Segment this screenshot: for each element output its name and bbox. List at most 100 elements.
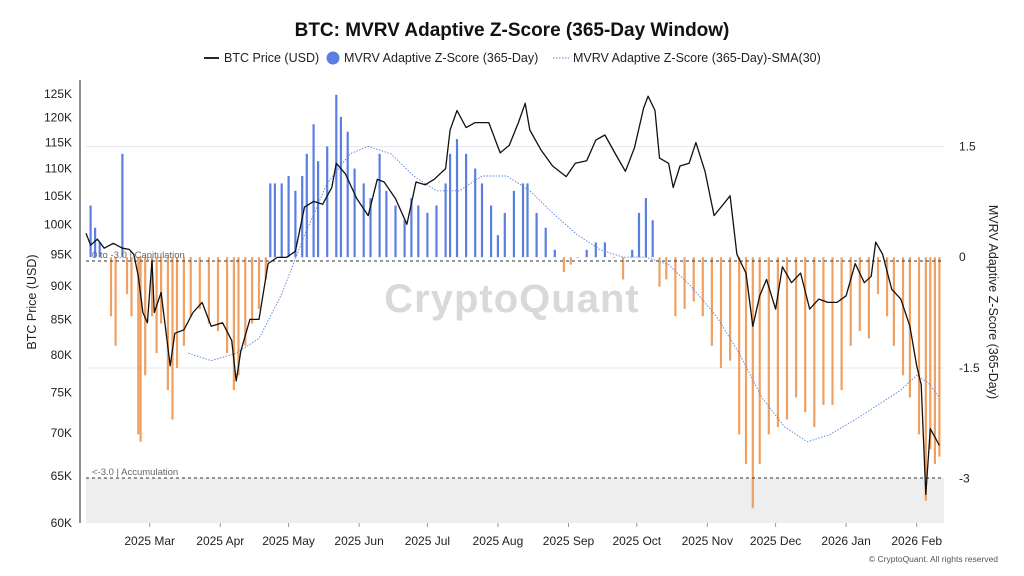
legend-price-label[interactable]: BTC Price (USD): [224, 51, 319, 65]
zscore-bar: [98, 242, 101, 258]
zscore-bar: [933, 257, 936, 464]
zscore-bar: [362, 183, 365, 258]
zscore-bar: [369, 198, 372, 258]
legend-sma-label[interactable]: MVRV Adaptive Z-Score (365-Day)-SMA(30): [573, 51, 821, 65]
zscore-bar: [435, 205, 438, 258]
zscore-bar: [385, 190, 388, 258]
zscore-bar: [189, 257, 192, 317]
left-tick-label: 80K: [51, 348, 72, 362]
zscore-bar: [751, 257, 754, 509]
zscore-bar: [901, 257, 905, 376]
zscore-bar: [849, 257, 852, 346]
zscore-bar: [569, 257, 572, 265]
left-tick-label: 85K: [51, 312, 72, 326]
zscore-bar: [455, 139, 459, 258]
zscore-bar: [701, 257, 704, 317]
capitulation-label: 0 to -3.0 | Capitulation: [92, 250, 185, 261]
zscore-bar: [287, 176, 290, 258]
accumulation-zone: [86, 478, 944, 523]
x-tick-label: 2026 Jan: [821, 534, 870, 548]
price-line: [85, 95, 940, 496]
zscore-bar: [776, 257, 779, 427]
zscore-bar: [121, 153, 124, 258]
x-axis-ticks: 2025 Mar 2025 Apr 2025 May 2025 Jun 2025 Jul…: [124, 523, 942, 548]
zscore-bar: [692, 257, 695, 302]
chart-title: BTC: MVRV Adaptive Z-Score (365-Day Wind…: [295, 20, 730, 41]
zscore-bar: [562, 257, 565, 272]
zscore-bar: [917, 257, 921, 435]
zscore-bar: [166, 257, 169, 391]
left-tick-label: 75K: [51, 386, 72, 400]
zscore-bar: [312, 124, 315, 258]
left-tick-label: 100K: [44, 217, 72, 231]
zscore-bar: [474, 168, 477, 258]
zscore-bar: [521, 183, 525, 258]
left-tick-label: 120K: [44, 111, 72, 125]
zscore-bar: [403, 220, 406, 258]
right-tick-label: -3: [959, 472, 970, 486]
zscore-bar: [139, 257, 142, 442]
zscore-bar: [339, 116, 342, 258]
zscore-bar: [294, 190, 297, 258]
zscore-bar: [226, 257, 229, 354]
zscore-bar: [631, 249, 634, 258]
zscore-bar: [804, 257, 807, 413]
zscore-bar: [94, 227, 97, 258]
zscore-bar: [858, 257, 861, 331]
zscore-bar: [738, 257, 741, 435]
zscore-bar: [767, 257, 770, 435]
x-tick-label: 2025 Mar: [124, 534, 175, 548]
zscore-bar: [378, 153, 381, 258]
zscore-bar: [335, 94, 338, 258]
zscore-bar: [353, 168, 356, 258]
x-tick-label: 2025 Aug: [473, 534, 524, 548]
zscore-bar: [257, 257, 261, 309]
zscore-bar: [109, 257, 113, 317]
x-tick-label: 2025 Nov: [682, 534, 733, 548]
zscore-bar: [503, 212, 506, 258]
zscore-bar: [207, 257, 210, 324]
zscore-bar: [535, 212, 538, 258]
sma-line: [188, 145, 940, 443]
zscore-bar: [346, 131, 349, 258]
right-tick-label: -1.5: [959, 361, 980, 375]
zscore-bar: [637, 212, 641, 258]
left-tick-label: 60K: [51, 516, 72, 530]
grid-lines: [86, 145, 944, 369]
zscore-bar: [269, 183, 272, 258]
left-tick-label: 70K: [51, 426, 72, 440]
zscore-bar: [496, 235, 499, 258]
zscore-bar: [822, 257, 825, 405]
legend-zscore-swatch: [326, 51, 340, 65]
zscore-bar: [125, 257, 129, 295]
zscore-bar: [924, 257, 927, 501]
legend-zscore-label[interactable]: MVRV Adaptive Z-Score (365-Day): [344, 51, 538, 65]
zscore-bar: [603, 242, 606, 258]
legend[interactable]: BTC Price (USD) MVRV Adaptive Z-Score (3…: [204, 51, 821, 65]
zscore-bar: [612, 257, 616, 258]
zscore-bar: [280, 183, 283, 258]
zscore-bar: [105, 257, 108, 258]
zscore-bar: [150, 257, 154, 317]
zscore-bar: [326, 146, 329, 258]
zscore-bar: [512, 190, 515, 258]
zscore-bar: [137, 257, 140, 435]
zscore-bar: [840, 257, 843, 391]
left-tick-label: 105K: [44, 189, 72, 203]
zscore-bar: [622, 257, 625, 280]
zscore-bar: [175, 257, 179, 368]
zscore-bar: [160, 257, 163, 324]
zscore-bar: [237, 257, 240, 376]
right-tick-label: 1.5: [959, 139, 976, 153]
zscore-bar: [876, 257, 880, 295]
zscore-bar: [244, 257, 247, 346]
zscore-bar: [813, 257, 816, 427]
left-axis-ticks: 60K 65K 70K 75K 80K 85K 90K 95K 100K 105K 110K 115K…: [44, 87, 72, 530]
x-tick-label: 2026 Feb: [891, 534, 942, 548]
x-tick-label: 2025 Jun: [334, 534, 383, 548]
zscore-bar: [553, 249, 556, 258]
zscore-bar: [544, 227, 547, 258]
zscore-bar: [867, 257, 870, 339]
zscore-bar: [480, 183, 484, 258]
